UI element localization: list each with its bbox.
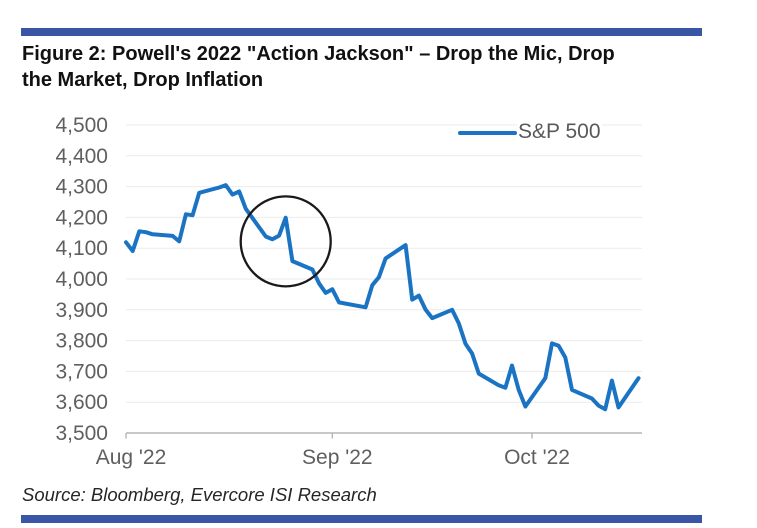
- y-tick-label: 3,700: [55, 360, 108, 383]
- figure-title-line1: Figure 2: Powell's 2022 "Action Jackson"…: [22, 43, 615, 65]
- figure-title-line2: the Market, Drop Inflation: [22, 68, 264, 91]
- y-tick-label: 3,600: [55, 391, 108, 414]
- sp500-price-line: [124, 183, 641, 412]
- y-tick-label: 4,300: [55, 176, 108, 199]
- y-tick-label: 3,500: [55, 422, 108, 445]
- legend-line-swatch: [458, 130, 517, 136]
- legend-label: S&P 500: [517, 120, 602, 144]
- y-tick-label: 3,900: [55, 299, 108, 322]
- chart-legend: S&P 500: [458, 120, 602, 144]
- x-tick-label: Oct '22: [504, 446, 570, 469]
- top-rule: [21, 28, 702, 36]
- y-tick-label: 3,800: [55, 330, 108, 353]
- source-note: Source: Bloomberg, Evercore ISI Research: [22, 484, 377, 505]
- bottom-rule: [21, 515, 702, 523]
- x-tick-label: Sep '22: [302, 446, 373, 469]
- figure-title: Figure 2: Powell's 2022 "Action Jackson"…: [22, 42, 615, 93]
- x-tick-label: Aug '22: [96, 446, 167, 469]
- y-tick-label: 4,100: [55, 237, 108, 260]
- highlight-circle: [239, 195, 332, 288]
- y-tick-label: 4,200: [55, 206, 108, 229]
- y-tick-label: 4,400: [55, 145, 108, 168]
- y-tick-label: 4,000: [55, 268, 108, 291]
- y-tick-label: 4,500: [55, 114, 108, 137]
